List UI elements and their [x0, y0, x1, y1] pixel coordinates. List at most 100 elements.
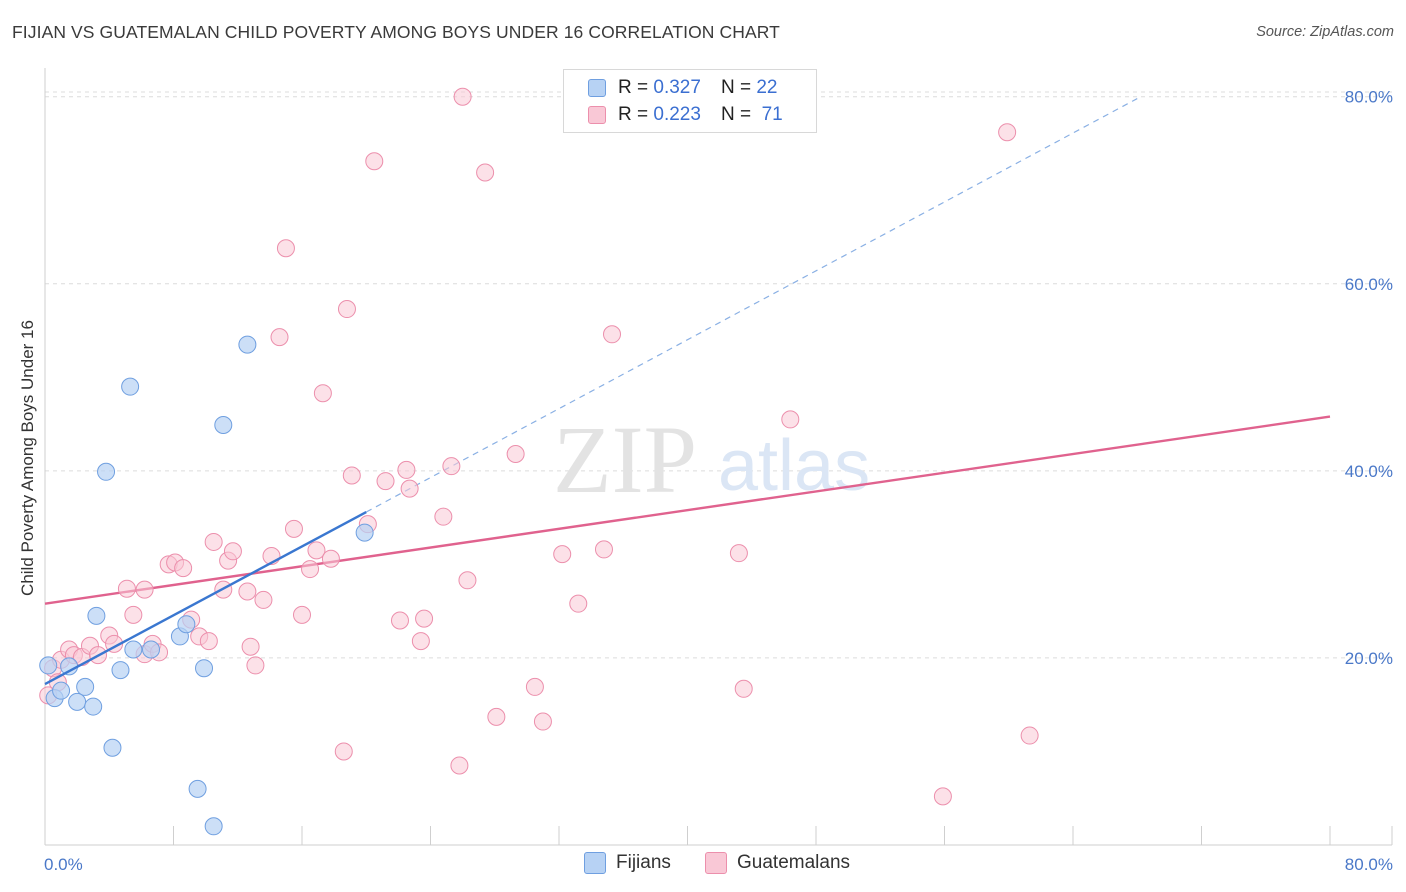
guatemalans-trend-line	[44, 415, 1331, 605]
fijians-point	[195, 659, 214, 678]
guatemalans-point	[458, 571, 477, 590]
axes	[44, 68, 1392, 846]
guatemalans-legend-label: Guatemalans	[737, 852, 851, 873]
fijians-point	[39, 656, 58, 675]
guatemalans-point	[301, 560, 320, 579]
fijians-point	[177, 615, 196, 634]
r-value: 0.223	[653, 104, 701, 125]
fijians-point	[52, 681, 71, 700]
data-points	[39, 87, 1039, 836]
trend-lines	[44, 98, 1331, 605]
fijians-point	[188, 779, 207, 798]
guatemalans-point	[453, 87, 472, 106]
guatemalans-point	[270, 328, 289, 347]
watermark: ZIP atlas	[553, 406, 870, 513]
guatemalans-point	[487, 707, 506, 726]
guatemalans-point	[376, 472, 395, 491]
guatemalans-point	[337, 300, 356, 319]
x-tick-label-min: 0.0%	[44, 855, 83, 874]
fijians-point	[142, 640, 161, 659]
guatemalans-point	[293, 605, 311, 624]
fijians-point	[121, 377, 140, 396]
y-tick-labels: 20.0% 40.0% 60.0% 80.0%	[1345, 88, 1393, 668]
correlation-legend: R = 0.327 N = 22 R = 0.223 N = 71	[563, 69, 817, 133]
chart-title: FIJIAN VS GUATEMALAN CHILD POVERTY AMONG…	[12, 22, 780, 42]
r-label: R =	[618, 104, 649, 125]
guatemalans-point	[603, 325, 622, 344]
y-tick-label-60: 60.0%	[1345, 275, 1393, 294]
fijians-point	[124, 640, 143, 659]
guatemalans-point	[434, 507, 453, 526]
fijians-point	[103, 738, 122, 757]
guatemalans-point	[276, 239, 295, 258]
fijians-point	[97, 462, 116, 481]
guatemalans-point	[734, 679, 753, 698]
guatemalans-point	[334, 742, 353, 761]
fijians-point	[68, 692, 87, 711]
guatemalans-point	[390, 611, 409, 630]
guatemalans-point	[238, 582, 257, 601]
guatemalans-point	[594, 540, 613, 559]
fijians-trend-line	[44, 510, 367, 686]
guatemalans-point	[135, 580, 154, 599]
r-value: 0.327	[653, 77, 701, 98]
guatemalans-point	[442, 457, 461, 476]
fijians-trend-extension	[365, 98, 1138, 513]
legend-row-guatemalans: R = 0.223 N = 71	[588, 103, 783, 127]
n-value: 22	[756, 77, 778, 98]
guatemalans-point	[400, 479, 419, 498]
guatemalans-point	[254, 590, 273, 609]
fijians-swatch	[588, 79, 606, 97]
guatemalans-point	[223, 542, 242, 561]
legend-item-guatemalans: Guatemalans	[705, 852, 850, 874]
guatemalans-legend-swatch	[705, 852, 727, 874]
guatemalans-point	[241, 637, 260, 656]
guatemalans-point	[533, 712, 552, 731]
guatemalans-point	[284, 519, 303, 538]
guatemalans-point	[525, 677, 544, 696]
n-value: 71	[761, 104, 783, 125]
watermark-zip: ZIP	[553, 406, 697, 513]
fijians-point	[111, 661, 130, 680]
fijians-point	[214, 416, 233, 435]
grid-lines	[45, 91, 1392, 659]
guatemalans-point	[476, 163, 495, 182]
fijians-point	[87, 606, 106, 625]
legend-row-fijians: R = 0.327 N = 22	[588, 76, 777, 100]
fijians-point	[76, 677, 95, 696]
x-tick-label-max: 80.0%	[1345, 855, 1393, 874]
guatemalans-point	[365, 152, 384, 171]
guatemalans-point	[321, 549, 340, 568]
guatemalans-point	[307, 541, 326, 560]
y-tick-label-40: 40.0%	[1345, 462, 1393, 481]
guatemalans-point	[397, 460, 416, 479]
guatemalans-point	[450, 756, 469, 775]
y-tick-label-80: 80.0%	[1345, 88, 1393, 107]
fijians-point	[84, 697, 103, 716]
fijians-point	[355, 523, 374, 542]
r-label: R =	[618, 77, 649, 98]
guatemalans-point	[569, 594, 588, 613]
guatemalans-point	[1020, 726, 1039, 745]
source-label: Source: ZipAtlas.com	[1256, 24, 1394, 40]
guatemalans-point	[124, 605, 143, 624]
n-label: N =	[720, 77, 752, 98]
guatemalans-point	[506, 445, 525, 464]
guatemalans-swatch	[588, 106, 606, 124]
guatemalans-point	[204, 532, 223, 551]
guatemalans-point	[411, 632, 430, 651]
n-label: N =	[720, 104, 752, 125]
y-tick-label-20: 20.0%	[1345, 649, 1393, 668]
guatemalans-point	[246, 656, 265, 675]
fijians-legend-label: Fijians	[616, 852, 671, 873]
watermark-atlas: atlas	[718, 426, 870, 506]
guatemalans-point	[998, 123, 1017, 142]
guatemalans-point	[415, 609, 434, 628]
guatemalans-point	[199, 632, 218, 651]
fijians-legend-swatch	[584, 852, 606, 874]
guatemalans-point	[342, 466, 361, 485]
fijians-point	[238, 335, 257, 354]
guatemalans-point	[781, 410, 800, 429]
x-axis-ticks	[44, 826, 1393, 845]
